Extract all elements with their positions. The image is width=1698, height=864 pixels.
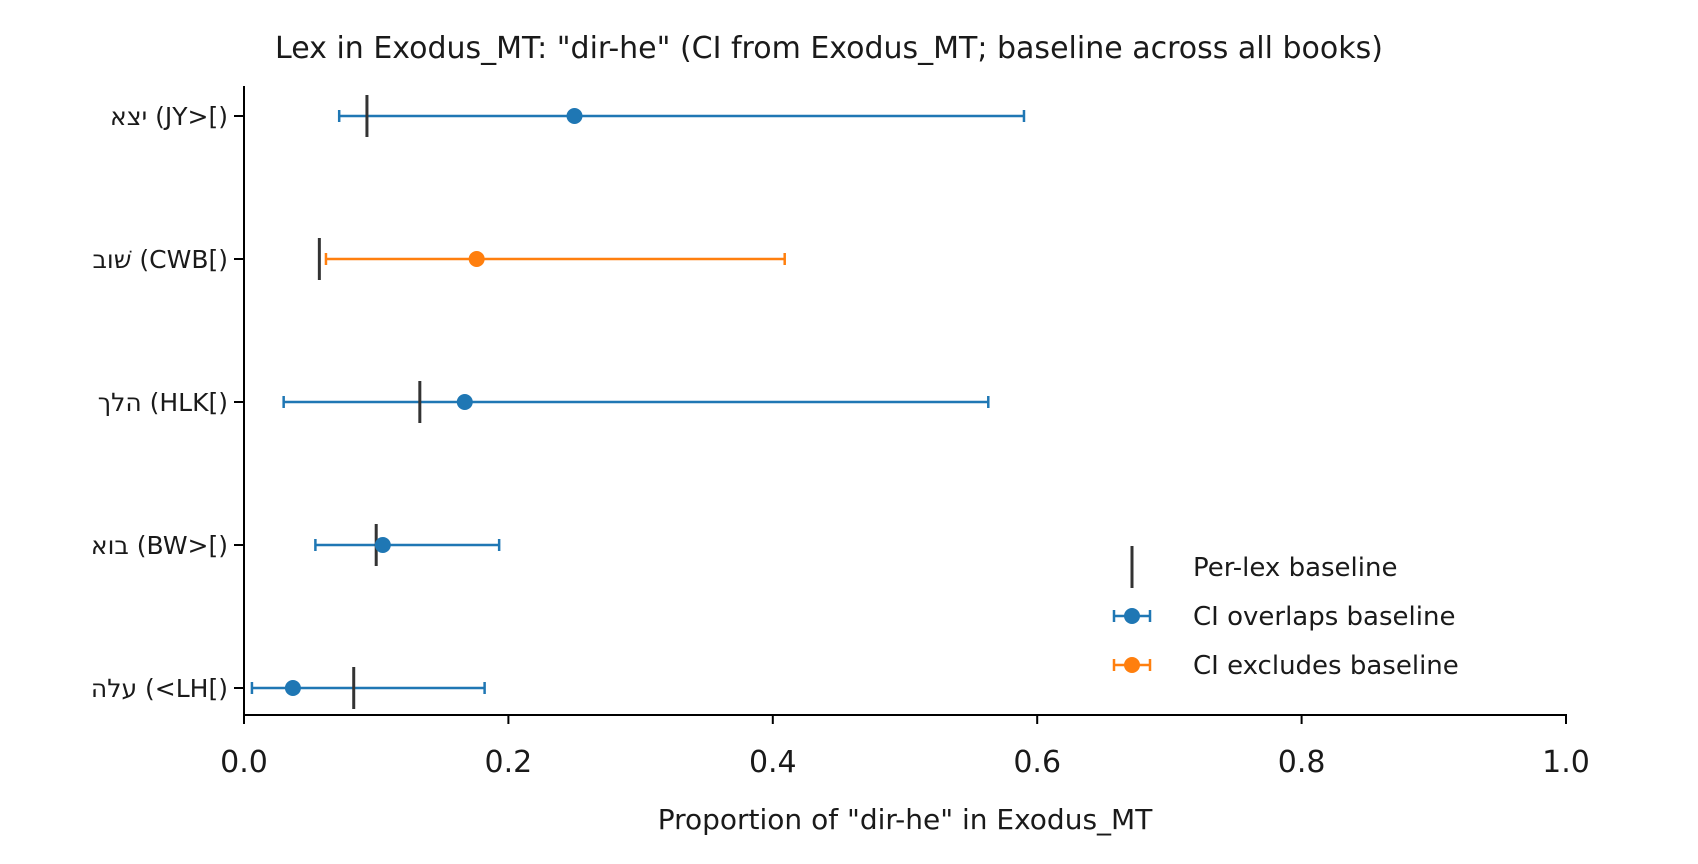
legend-label: CI excludes baseline xyxy=(1193,651,1459,681)
estimate-point xyxy=(374,537,391,553)
x-tick-label: 0.4 xyxy=(749,745,797,780)
legend-label: CI overlaps baseline xyxy=(1193,602,1455,632)
estimate-point xyxy=(284,680,301,696)
legend-point xyxy=(1124,608,1140,624)
x-tick-label: 0.6 xyxy=(1013,745,1061,780)
plot-area xyxy=(250,95,1026,709)
legend-point xyxy=(1124,657,1140,673)
y-tick-label: שׁוב (CWB[) xyxy=(92,245,228,274)
y-axis-labels: יצא (JY>[) שׁוב (CWB[) הלך (HLK[) בוא (BW>[… xyxy=(91,102,244,703)
legend-label: Per-lex baseline xyxy=(1193,553,1397,583)
legend: Per-lex baseline CI overlaps baseline CI e… xyxy=(1112,546,1459,681)
estimate-point xyxy=(456,394,473,410)
x-axis-label: Proportion of "dir-he" in Exodus_MT xyxy=(658,803,1153,836)
x-tick-label: 0.8 xyxy=(1278,745,1326,780)
x-tick-label: 0.2 xyxy=(485,745,533,780)
x-tick-label: 1.0 xyxy=(1542,745,1590,780)
estimate-point xyxy=(566,108,583,124)
x-axis-ticks: 0.0 0.2 0.4 0.6 0.8 1.0 xyxy=(220,715,1590,780)
y-tick-label: יצא (JY>[) xyxy=(110,102,228,131)
x-tick-label: 0.0 xyxy=(220,745,268,780)
chart-title: Lex in Exodus_MT: "dir-he" (CI from Exod… xyxy=(275,31,1383,66)
y-tick-label: הלך (HLK[) xyxy=(98,388,228,417)
y-tick-label: בוא (BW>[) xyxy=(91,531,228,560)
estimate-point xyxy=(468,251,485,267)
y-tick-label: עלה (<LH[) xyxy=(91,674,228,703)
